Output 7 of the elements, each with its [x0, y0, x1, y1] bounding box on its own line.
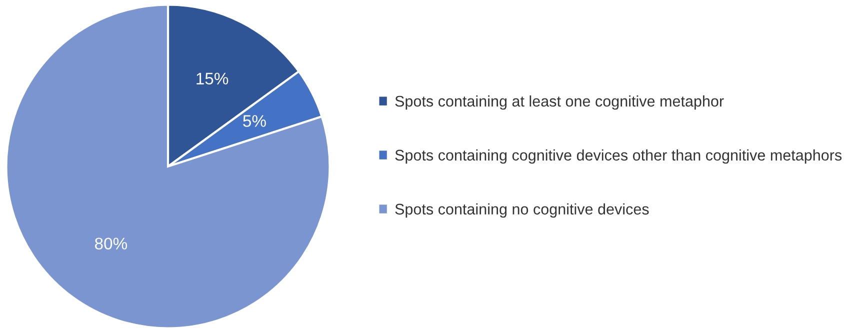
legend-label: Spots containing no cognitive devices — [395, 203, 649, 218]
data-label: 5% — [243, 115, 266, 127]
legend-label: Spots containing cognitive devices other than cognitive metaphors — [395, 149, 842, 164]
data-label: 80% — [94, 238, 128, 250]
legend-label: Spots containing at least one cognitive metaphor — [395, 95, 724, 110]
data-label: 15% — [196, 72, 228, 84]
pie-slice — [5, 4, 331, 330]
